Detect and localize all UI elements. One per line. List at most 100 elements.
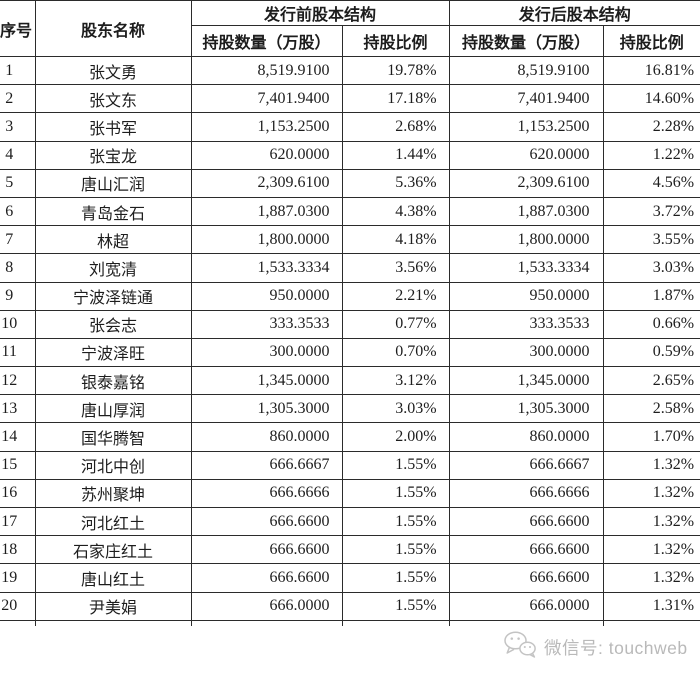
header-post-issue-group: 发行后股本结构 bbox=[448, 0, 700, 26]
cell-name: 唐山汇润 bbox=[34, 168, 192, 198]
table-row: 4 张宝龙 620.0000 1.44% 620.0000 1.22% bbox=[0, 140, 700, 170]
cell-pre_qty: 666.6666 bbox=[190, 478, 343, 509]
cell-no: 12 bbox=[0, 366, 36, 396]
cell-post_qty: 300.0000 bbox=[448, 337, 604, 368]
cell-pre_ratio: 3.03% bbox=[341, 394, 450, 424]
cell-no: 14 bbox=[0, 422, 36, 452]
header-index: 序号 bbox=[0, 0, 36, 57]
table-header: 序号 股东名称 发行前股本结构 发行后股本结构 持股数量（万股） 持股比例 持股… bbox=[0, 0, 700, 57]
table-row: 11 宁波泽旺 300.0000 0.70% 300.0000 0.59% bbox=[0, 337, 700, 368]
cell-post_qty: 7,401.9400 bbox=[448, 84, 604, 114]
cell-name: 河北中创 bbox=[34, 450, 192, 480]
cell-pre_ratio: 1.55% bbox=[341, 535, 450, 565]
cell-pre_qty: 1,533.3334 bbox=[190, 253, 343, 283]
cell-no: 13 bbox=[0, 394, 36, 424]
cell-post_qty: 950.0000 bbox=[448, 281, 604, 311]
cell-post_qty: 1,887.0300 bbox=[448, 196, 604, 227]
cell-no: 20 bbox=[0, 591, 36, 621]
cell-post_qty: 666.6600 bbox=[448, 535, 604, 565]
header-shareholder-name: 股东名称 bbox=[34, 0, 192, 57]
cell-pre_ratio: 1.55% bbox=[341, 450, 450, 480]
header-pre-ratio: 持股比例 bbox=[341, 25, 450, 57]
cell-post_qty: 1,153.2500 bbox=[448, 112, 604, 142]
cell-pre_qty: 666.0000 bbox=[190, 591, 343, 621]
cell-name: 张文东 bbox=[34, 84, 192, 114]
cut-off-cell bbox=[341, 619, 450, 626]
table-row: 5 唐山汇润 2,309.6100 5.36% 2,309.6100 4.56% bbox=[0, 168, 700, 198]
header-post-ratio: 持股比例 bbox=[602, 25, 700, 57]
cell-post_ratio: 3.55% bbox=[602, 225, 700, 255]
cell-no: 5 bbox=[0, 168, 36, 198]
cell-name: 宁波泽链通 bbox=[34, 281, 192, 311]
cell-post_qty: 860.0000 bbox=[448, 422, 604, 452]
cell-post_ratio: 3.72% bbox=[602, 196, 700, 227]
cell-post_qty: 8,519.9100 bbox=[448, 55, 604, 86]
table-row: 8 刘宽清 1,533.3334 3.56% 1,533.3334 3.03% bbox=[0, 253, 700, 283]
table-row: 9 宁波泽链通 950.0000 2.21% 950.0000 1.87% bbox=[0, 281, 700, 311]
table-row: 16 苏州聚坤 666.6666 1.55% 666.6666 1.32% bbox=[0, 478, 700, 509]
cell-pre_ratio: 1.55% bbox=[341, 478, 450, 509]
cell-no: 9 bbox=[0, 281, 36, 311]
cut-off-cell bbox=[34, 619, 192, 626]
cut-off-cell bbox=[0, 619, 36, 626]
cut-off-cell bbox=[448, 619, 604, 626]
cell-name: 尹美娟 bbox=[34, 591, 192, 621]
cell-no: 17 bbox=[0, 506, 36, 537]
cell-no: 8 bbox=[0, 253, 36, 283]
shareholder-table-body: 1 张文勇 8,519.9100 19.78% 8,519.9100 16.81% 2 张文东… bbox=[0, 55, 700, 621]
cell-pre_ratio: 5.36% bbox=[341, 168, 450, 198]
cell-post_qty: 666.6600 bbox=[448, 563, 604, 593]
shareholder-table: 序号 股东名称 发行前股本结构 发行后股本结构 持股数量（万股） 持股比例 持股… bbox=[0, 0, 700, 626]
cell-no: 15 bbox=[0, 450, 36, 480]
cell-post_ratio: 1.31% bbox=[602, 591, 700, 621]
cell-post_qty: 666.6667 bbox=[448, 450, 604, 480]
cell-name: 河北红土 bbox=[34, 506, 192, 537]
cell-no: 7 bbox=[0, 225, 36, 255]
cell-post_qty: 333.3533 bbox=[448, 309, 604, 339]
cell-pre_ratio: 2.00% bbox=[341, 422, 450, 452]
cell-post_ratio: 1.32% bbox=[602, 506, 700, 537]
cell-pre_qty: 1,153.2500 bbox=[190, 112, 343, 142]
cut-off-row bbox=[0, 619, 700, 626]
cell-pre_qty: 666.6600 bbox=[190, 506, 343, 537]
cell-no: 10 bbox=[0, 309, 36, 339]
table-row: 19 唐山红土 666.6600 1.55% 666.6600 1.32% bbox=[0, 563, 700, 593]
header-post-qty: 持股数量（万股） bbox=[448, 25, 604, 57]
cell-no: 16 bbox=[0, 478, 36, 509]
wechat-icon bbox=[503, 630, 537, 664]
table-row: 10 张会志 333.3533 0.77% 333.3533 0.66% bbox=[0, 309, 700, 339]
table-row: 15 河北中创 666.6667 1.55% 666.6667 1.32% bbox=[0, 450, 700, 480]
cell-post_ratio: 3.03% bbox=[602, 253, 700, 283]
cell-post_ratio: 1.32% bbox=[602, 450, 700, 480]
cell-post_ratio: 2.28% bbox=[602, 112, 700, 142]
cell-post_ratio: 1.32% bbox=[602, 563, 700, 593]
table-row: 18 石家庄红土 666.6600 1.55% 666.6600 1.32% bbox=[0, 535, 700, 565]
table-row: 2 张文东 7,401.9400 17.18% 7,401.9400 14.60% bbox=[0, 84, 700, 114]
table-row: 6 青岛金石 1,887.0300 4.38% 1,887.0300 3.72% bbox=[0, 196, 700, 227]
cell-name: 石家庄红土 bbox=[34, 535, 192, 565]
cell-pre_qty: 1,800.0000 bbox=[190, 225, 343, 255]
cell-no: 4 bbox=[0, 140, 36, 170]
cell-post_qty: 666.0000 bbox=[448, 591, 604, 621]
cell-pre_qty: 1,887.0300 bbox=[190, 196, 343, 227]
cell-no: 18 bbox=[0, 535, 36, 565]
table-row: 1 张文勇 8,519.9100 19.78% 8,519.9100 16.81% bbox=[0, 55, 700, 86]
cell-post_ratio: 2.65% bbox=[602, 366, 700, 396]
cell-post_qty: 666.6600 bbox=[448, 506, 604, 537]
cell-pre_qty: 860.0000 bbox=[190, 422, 343, 452]
cell-pre_ratio: 2.68% bbox=[341, 112, 450, 142]
cell-post_qty: 1,533.3334 bbox=[448, 253, 604, 283]
cell-post_ratio: 4.56% bbox=[602, 168, 700, 198]
cell-name: 青岛金石 bbox=[34, 196, 192, 227]
cell-pre_ratio: 1.44% bbox=[341, 140, 450, 170]
cell-pre_ratio: 0.77% bbox=[341, 309, 450, 339]
cell-name: 宁波泽旺 bbox=[34, 337, 192, 368]
cell-pre_qty: 300.0000 bbox=[190, 337, 343, 368]
cell-pre_qty: 2,309.6100 bbox=[190, 168, 343, 198]
cell-no: 3 bbox=[0, 112, 36, 142]
cell-pre_qty: 333.3533 bbox=[190, 309, 343, 339]
cell-name: 刘宽清 bbox=[34, 253, 192, 283]
cell-post_ratio: 1.32% bbox=[602, 478, 700, 509]
cut-off-cell bbox=[602, 619, 700, 626]
cell-pre_qty: 666.6667 bbox=[190, 450, 343, 480]
